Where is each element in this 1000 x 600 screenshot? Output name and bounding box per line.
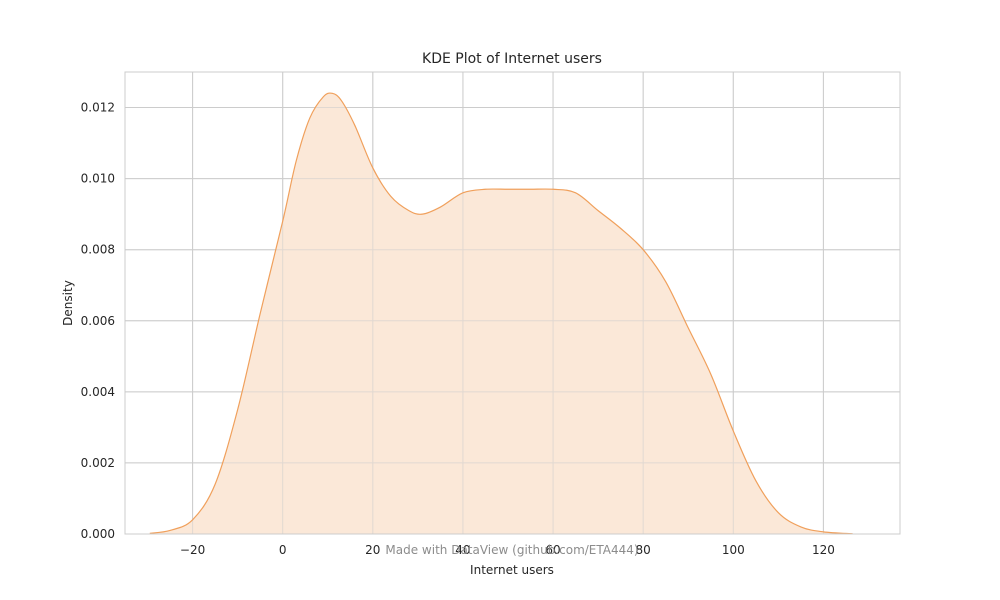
kde-area-fill bbox=[149, 93, 853, 534]
x-tick-label: 100 bbox=[722, 543, 745, 557]
x-tick-label: 80 bbox=[636, 543, 651, 557]
y-tick-label: 0.012 bbox=[81, 101, 115, 115]
x-tick-label: 60 bbox=[545, 543, 560, 557]
x-tick-label: 20 bbox=[365, 543, 380, 557]
x-tick-label: 40 bbox=[455, 543, 470, 557]
plot-frame bbox=[124, 71, 901, 535]
x-axis-title: Internet users bbox=[470, 563, 554, 577]
y-tick-label: 0.010 bbox=[81, 172, 115, 186]
y-tick-label: 0.008 bbox=[81, 243, 115, 257]
x-tick-label: −20 bbox=[180, 543, 205, 557]
y-tick-labels: 0.000 0.002 0.004 0.006 0.008 0.010 0.012 bbox=[81, 101, 115, 541]
watermark-text: Made with DataView (github.com/ETA444) bbox=[385, 543, 638, 557]
y-tick-label: 0.006 bbox=[81, 314, 115, 328]
y-tick-label: 0.004 bbox=[81, 385, 115, 399]
y-axis-title: Density bbox=[61, 280, 75, 326]
y-tick-label: 0.000 bbox=[81, 527, 115, 541]
kde-curve-line bbox=[149, 92, 853, 535]
x-tick-labels: −20 0 20 40 60 80 100 120 bbox=[180, 543, 835, 557]
chart-title: KDE Plot of Internet users bbox=[422, 51, 602, 67]
y-tick-label: 0.002 bbox=[81, 456, 115, 470]
x-tick-label: 0 bbox=[279, 543, 287, 557]
x-tick-label: 120 bbox=[812, 543, 835, 557]
